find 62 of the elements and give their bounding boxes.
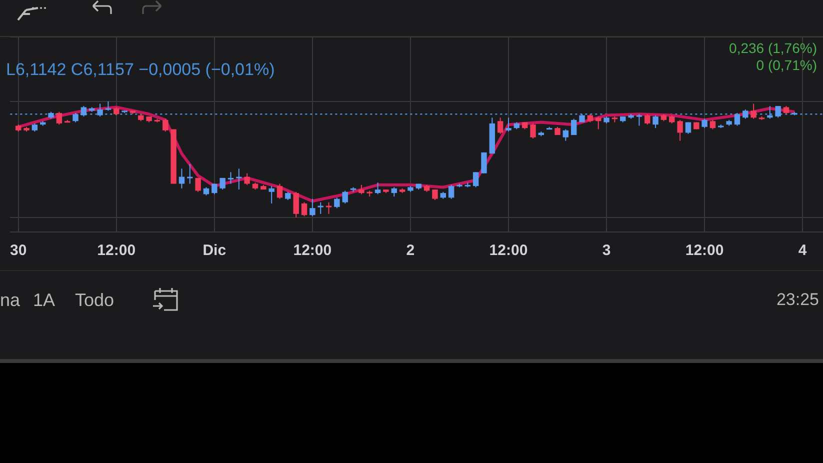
candlestick (72, 112, 78, 123)
candlestick (195, 177, 201, 192)
text: 1A (33, 290, 56, 311)
candlestick (334, 197, 340, 209)
candlestick (56, 111, 62, 126)
candlestick (301, 202, 308, 217)
candlestick (212, 183, 218, 195)
x-tick-label: 4 (798, 242, 808, 260)
candlestick (374, 182, 381, 195)
candlestick (105, 100, 112, 112)
candlestick (775, 106, 781, 118)
x-tick-label: 30 (10, 242, 27, 260)
candlestick (677, 119, 683, 142)
candlestick (710, 119, 716, 130)
x-tick-label: 2 (406, 242, 415, 260)
candlestick (595, 116, 602, 130)
candlestick (293, 191, 299, 218)
text: L6,1142 C6,1157 −0,0005 (−0,01%) (6, 60, 275, 80)
candlestick (391, 186, 397, 198)
candlestick (530, 122, 536, 139)
candlestick (734, 112, 740, 126)
candlestick (162, 118, 168, 132)
x-tick-label: 12:00 (489, 242, 528, 260)
candlestick (702, 118, 708, 129)
candlestick (318, 202, 324, 214)
candlestick (342, 190, 348, 204)
candlestick (178, 168, 185, 189)
candlestick (562, 128, 569, 142)
candlestick (750, 103, 756, 120)
candlestick (570, 118, 577, 136)
candlestick (326, 202, 332, 214)
candlestick (310, 198, 316, 217)
x-tick-label: 12:00 (97, 242, 136, 260)
x-tick-label: 12:00 (293, 242, 332, 260)
candlestick (358, 184, 364, 195)
candlestick (506, 117, 512, 132)
candlestick (228, 172, 234, 184)
candlestick (497, 117, 504, 134)
candlestick (636, 114, 642, 126)
text: 0 (0,71%) (756, 57, 817, 73)
candlestick (472, 172, 479, 188)
candlestick (644, 114, 650, 126)
candlestick (448, 184, 454, 200)
x-tick-label: 3 (602, 242, 611, 260)
candlestick (187, 164, 193, 184)
text: 0,236 (1,76%) (729, 40, 817, 56)
candlestick (481, 152, 487, 174)
candlestick (276, 183, 283, 200)
candlestick (742, 109, 748, 120)
candlestick (80, 106, 87, 117)
candlestick (244, 172, 250, 186)
candlestick (97, 103, 103, 117)
text: 23:25 (776, 290, 819, 310)
candlestick (767, 106, 773, 120)
candlestick (268, 186, 274, 204)
x-tick-label: 12:00 (685, 242, 724, 260)
text: na (0, 290, 20, 311)
x-tick-label: Dic (202, 242, 226, 260)
candlestick (652, 114, 658, 129)
candlestick (236, 168, 242, 190)
candlestick (432, 189, 438, 200)
text: Todo (75, 290, 114, 311)
